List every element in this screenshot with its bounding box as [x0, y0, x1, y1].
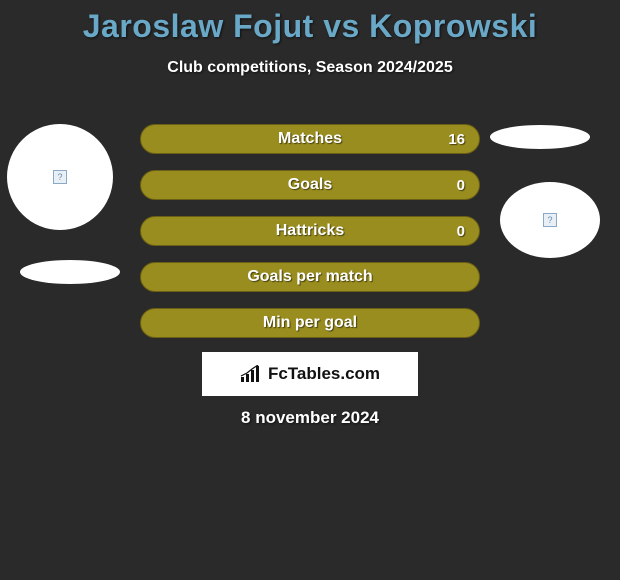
player-right-shadow [490, 125, 590, 149]
stat-value-right: 16 [448, 125, 465, 153]
logo-text: FcTables.com [268, 364, 380, 384]
image-placeholder-icon: ? [53, 170, 67, 184]
stat-value-right: 0 [457, 171, 465, 199]
page-title: Jaroslaw Fojut vs Koprowski [0, 8, 620, 45]
player-left-shadow [20, 260, 120, 284]
stat-row-goals: Goals 0 [140, 170, 480, 200]
player-left-avatar: ? [7, 124, 113, 230]
stat-label: Hattricks [141, 217, 479, 245]
stat-label: Min per goal [141, 309, 479, 337]
comparison-card: Jaroslaw Fojut vs Koprowski Club competi… [0, 0, 620, 580]
stat-label: Goals [141, 171, 479, 199]
stat-row-matches: Matches 16 [140, 124, 480, 154]
stat-row-min-per-goal: Min per goal [140, 308, 480, 338]
stats-list: Matches 16 Goals 0 Hattricks 0 Goals per… [140, 124, 480, 354]
bar-chart-icon [240, 365, 262, 383]
fctables-logo: FcTables.com [202, 352, 418, 396]
stat-row-goals-per-match: Goals per match [140, 262, 480, 292]
subtitle: Club competitions, Season 2024/2025 [0, 59, 620, 77]
player-right-avatar: ? [500, 182, 600, 258]
stat-label: Matches [141, 125, 479, 153]
date-label: 8 november 2024 [0, 408, 620, 428]
stat-value-right: 0 [457, 217, 465, 245]
stat-label: Goals per match [141, 263, 479, 291]
image-placeholder-icon: ? [543, 213, 557, 227]
stat-row-hattricks: Hattricks 0 [140, 216, 480, 246]
